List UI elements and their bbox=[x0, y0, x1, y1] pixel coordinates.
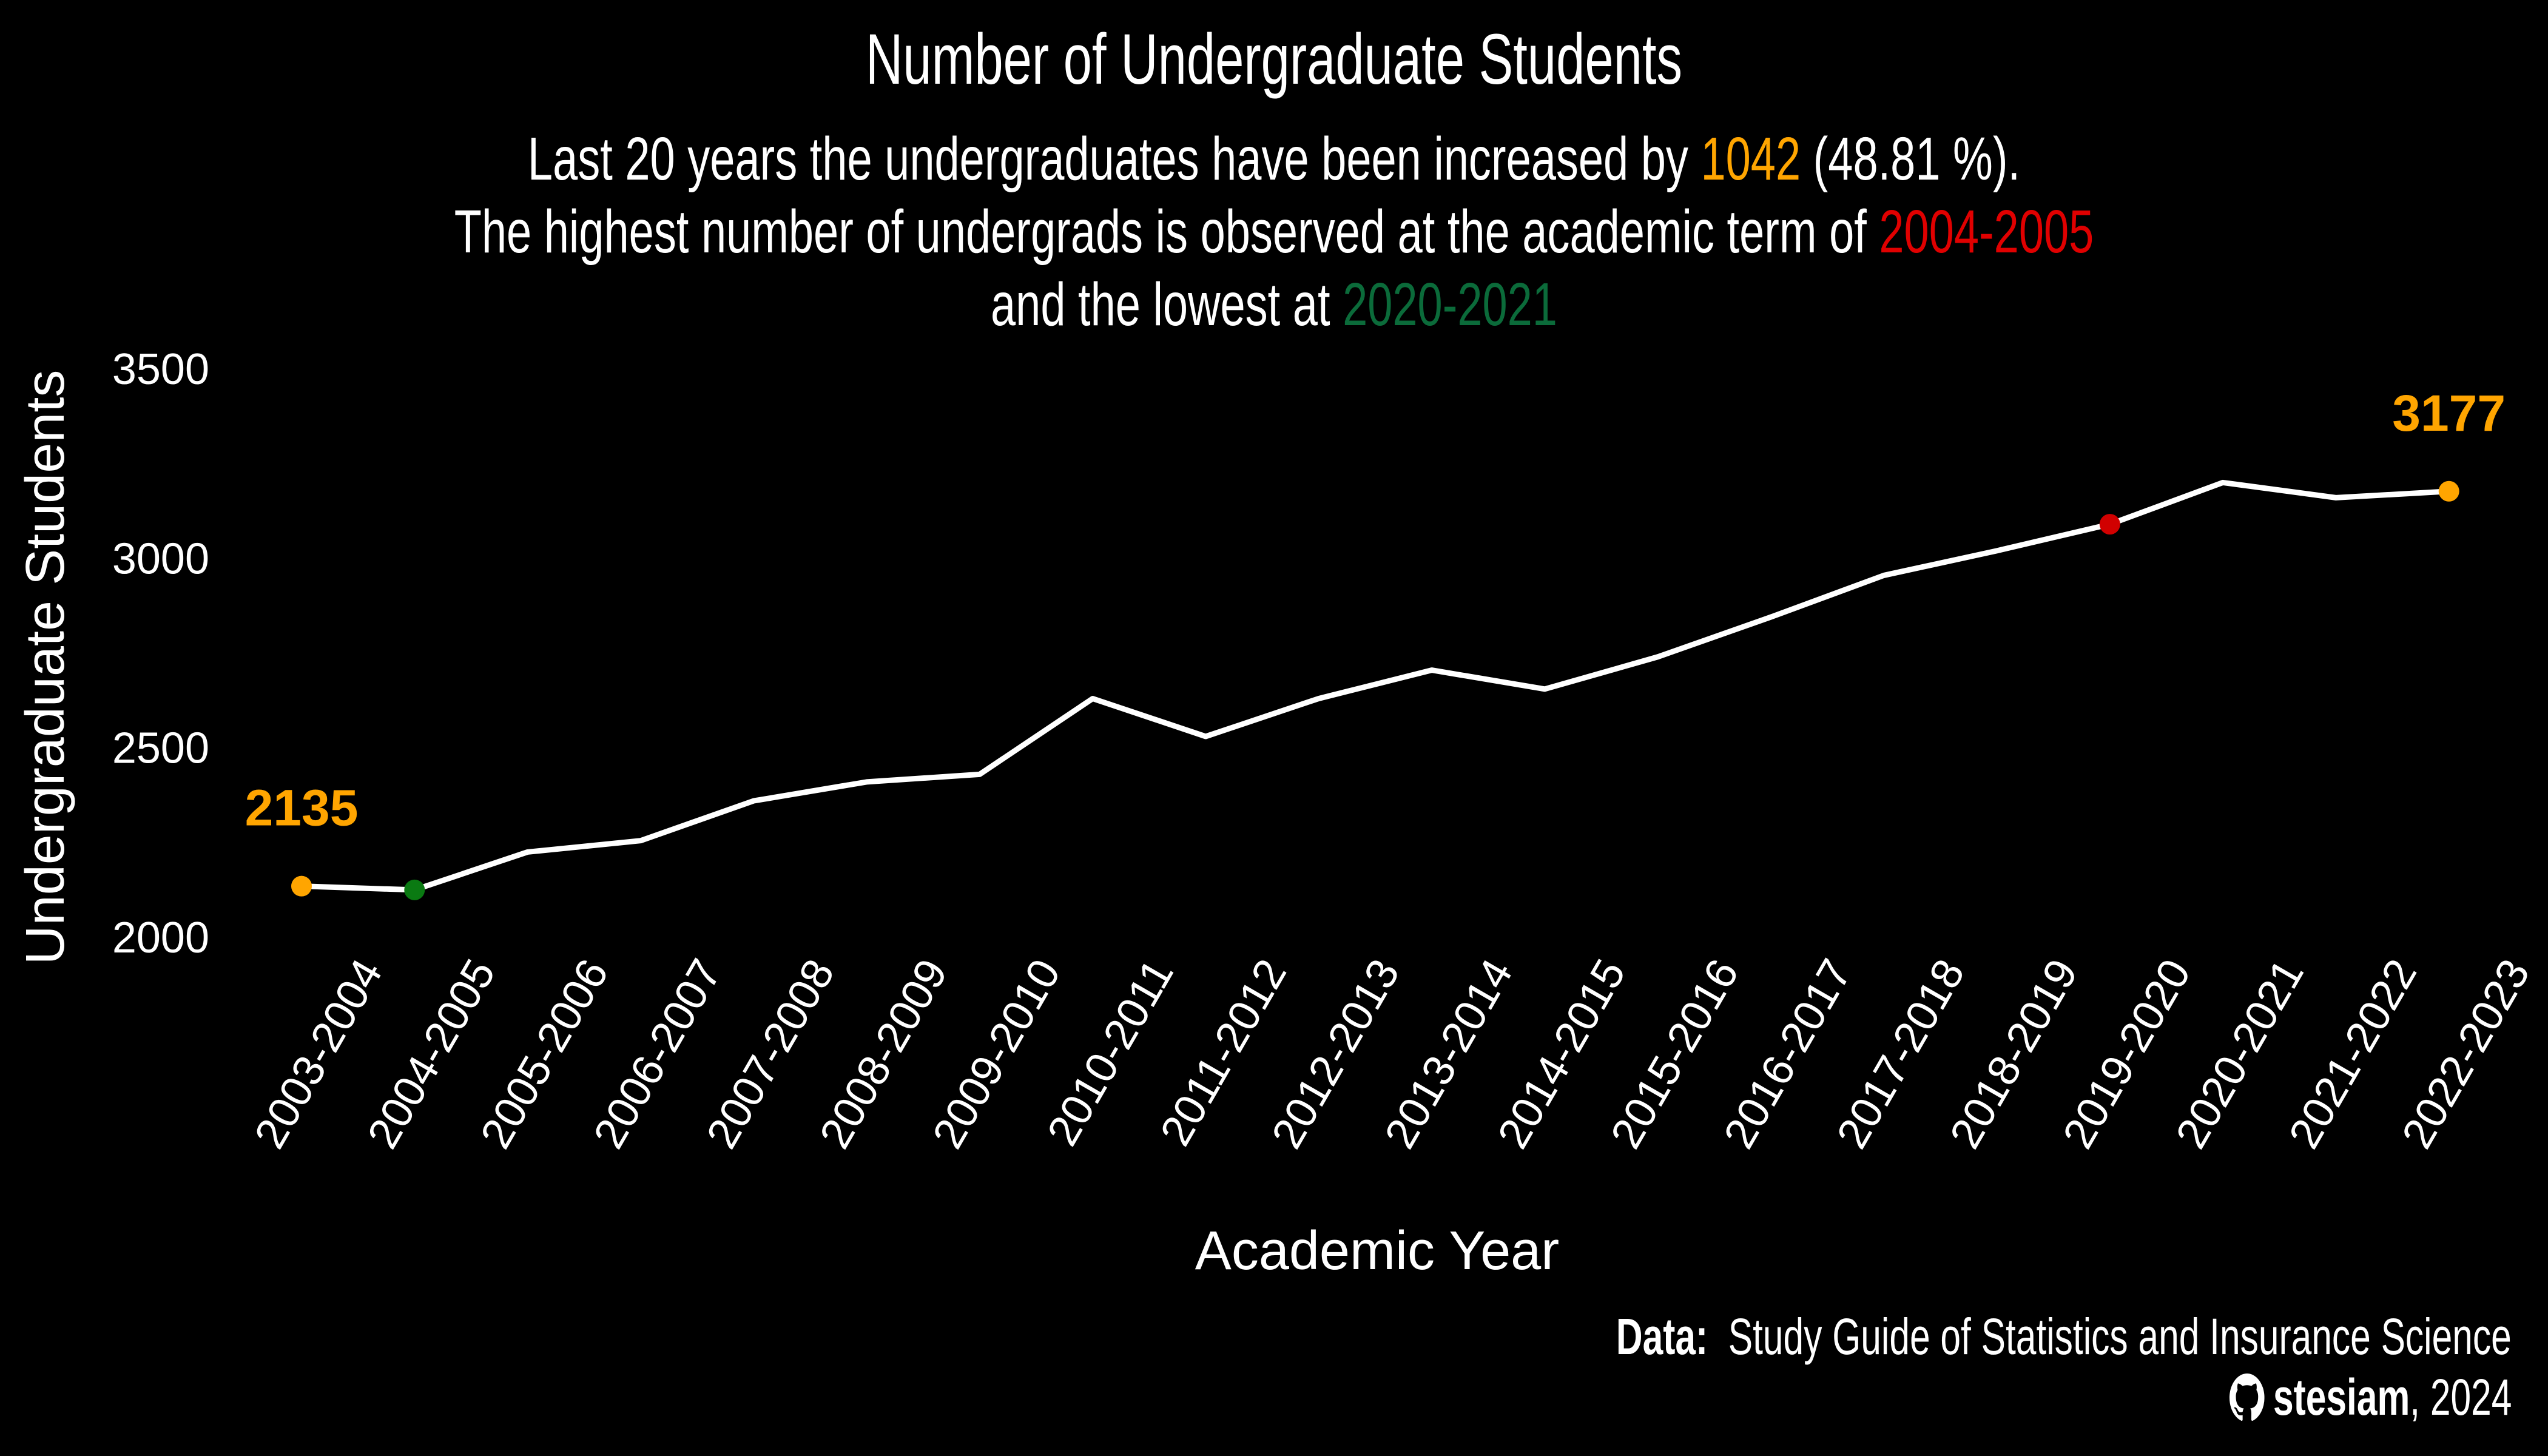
y-tick-label: 3500 bbox=[112, 345, 209, 394]
github-icon bbox=[2229, 1373, 2265, 1422]
data-point bbox=[2438, 480, 2459, 502]
subtitle-line-1: Last 20 years the undergraduates have be… bbox=[331, 124, 2217, 194]
x-axis-label: Academic Year bbox=[1195, 1221, 1559, 1281]
subtitle-text: (48.81 %). bbox=[1801, 125, 2021, 193]
data-label: 3177 bbox=[2392, 385, 2506, 442]
data-source: Study Guide of Statistics and Insurance … bbox=[1728, 1308, 2512, 1365]
data-point bbox=[2099, 514, 2120, 535]
author-caption: stesiam, 2024 bbox=[2229, 1368, 2512, 1427]
data-label: 2135 bbox=[245, 780, 359, 837]
y-tick-label: 2000 bbox=[112, 914, 209, 962]
subtitle-increase-value: 1042 bbox=[1700, 125, 1801, 193]
data-point bbox=[291, 875, 312, 897]
y-tick-label: 3000 bbox=[112, 534, 209, 583]
subtitle-highest-term: 2004-2005 bbox=[1879, 198, 2094, 266]
author-name: stesiam bbox=[2273, 1369, 2410, 1426]
subtitle-text: The highest number of undergrads is obse… bbox=[454, 198, 1879, 266]
data-point bbox=[404, 879, 425, 900]
y-axis-label: Undergraduate Students bbox=[15, 370, 76, 965]
y-tick-label: 2500 bbox=[112, 724, 209, 773]
subtitle-line-3: and the lowest at 2020-2021 bbox=[331, 270, 2217, 340]
subtitle-lowest-term: 2020-2021 bbox=[1343, 271, 1557, 339]
data-source-caption: Data: Study Guide of Statistics and Insu… bbox=[1616, 1307, 2512, 1366]
caption-year: , 2024 bbox=[2409, 1369, 2512, 1426]
data-label: Data: bbox=[1616, 1308, 1708, 1365]
subtitle-text: and the lowest at bbox=[991, 271, 1343, 339]
series-line bbox=[301, 479, 2449, 893]
subtitle-line-2: The highest number of undergrads is obse… bbox=[331, 197, 2217, 267]
subtitle-text: Last 20 years the undergraduates have be… bbox=[527, 125, 1701, 193]
chart-title: Number of Undergraduate Students bbox=[865, 19, 1682, 99]
